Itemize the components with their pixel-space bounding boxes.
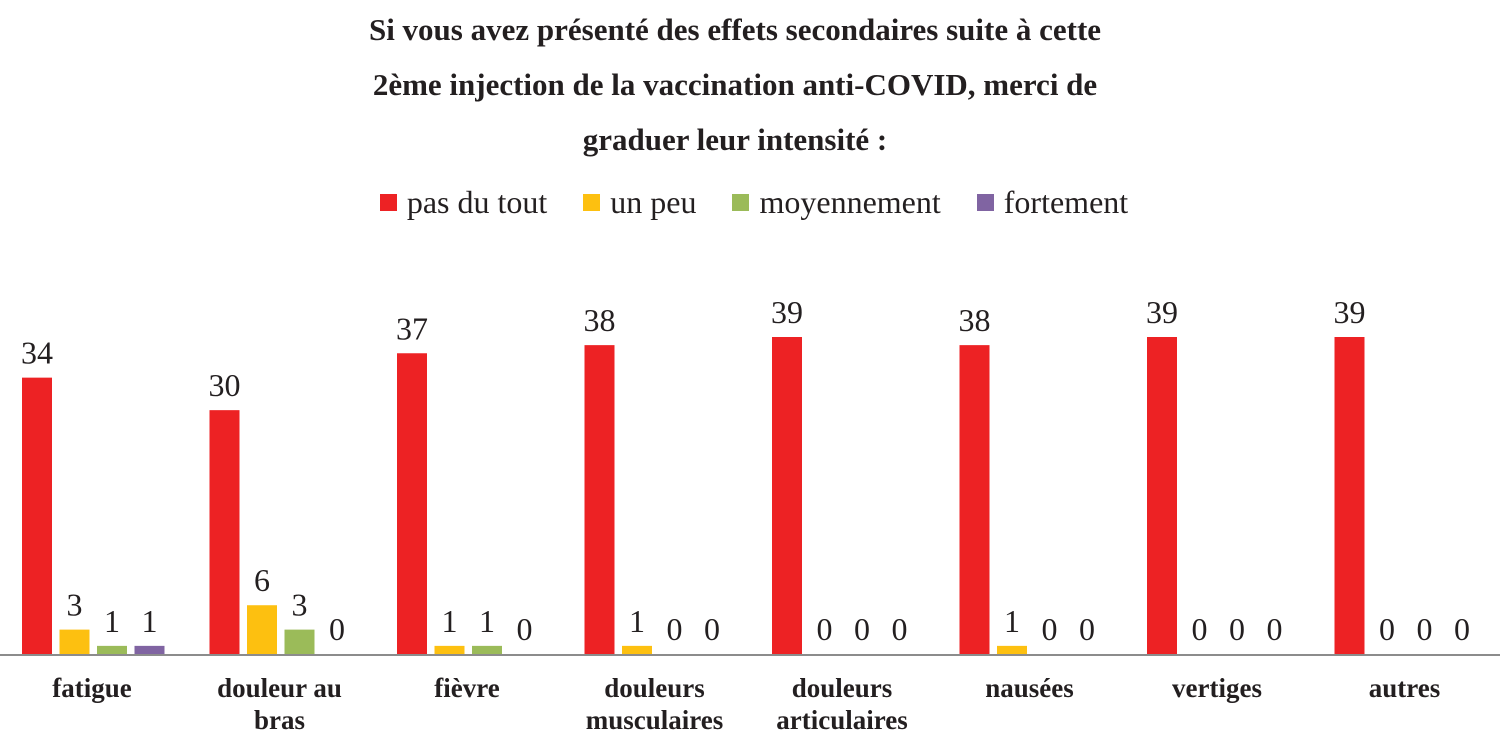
legend-entry-un-peu: un peu (583, 184, 696, 221)
data-label: 34 (21, 335, 53, 371)
data-label: 38 (959, 302, 991, 338)
data-label: 1 (142, 603, 158, 639)
bar-3-3 (472, 645, 502, 654)
bar-1-4 (584, 345, 615, 654)
data-label: 38 (584, 302, 616, 338)
bar-1-6 (959, 345, 990, 654)
data-label: 1 (479, 603, 495, 639)
data-label: 0 (1379, 611, 1395, 647)
legend-entry-moyennement: moyennement (732, 183, 941, 221)
data-label: 0 (704, 611, 720, 647)
bar-2-2 (247, 605, 277, 654)
bar-1-5 (772, 337, 802, 654)
data-label: 3 (292, 587, 308, 623)
data-label: 30 (209, 367, 241, 403)
legend-label: pas du tout (406, 183, 548, 220)
legend-swatch (976, 193, 994, 211)
data-label: 39 (771, 294, 803, 330)
bar-2-4 (622, 645, 652, 654)
data-label: 39 (1334, 294, 1366, 330)
chart-title-line: Si vous avez présenté des effets seconda… (368, 12, 1102, 47)
x-tick-label: vertiges (1172, 673, 1262, 703)
x-tick-label: fièvre (434, 673, 499, 703)
data-label: 0 (1192, 611, 1208, 647)
x-tick-label: douleurs articulaires (776, 673, 907, 735)
x-tick-label: fatigue (52, 673, 132, 703)
legend-label: moyennement (759, 183, 941, 220)
data-label: 0 (1454, 611, 1470, 647)
bar-1-7 (1147, 337, 1177, 654)
bar-1-2 (209, 410, 240, 654)
x-tick-label: douleurs musculaires (586, 673, 724, 735)
data-label: 0 (667, 611, 683, 647)
data-label: 0 (892, 611, 908, 647)
bar-3-1 (97, 645, 127, 654)
chart-title-line: 2ème injection de la vaccination anti-CO… (372, 67, 1098, 102)
data-label: 0 (517, 611, 533, 647)
chart-title: Si vous avez présenté des effets seconda… (0, 2, 1470, 167)
data-label: 0 (1042, 611, 1058, 647)
legend-swatch (732, 193, 750, 211)
data-label: 0 (1079, 611, 1095, 647)
x-tick-label: douleur au bras (217, 673, 342, 735)
bar-3-2 (284, 629, 315, 654)
bar-1-3 (397, 353, 427, 654)
data-label: 1 (629, 603, 645, 639)
data-label: 0 (1229, 611, 1245, 647)
data-label: 37 (396, 310, 428, 346)
data-label: 1 (1004, 603, 1020, 639)
bar-2-6 (997, 645, 1027, 654)
legend-swatch (583, 193, 601, 211)
data-label: 0 (854, 611, 870, 647)
legend-label: fortement (1003, 183, 1129, 220)
bar-2-1 (59, 629, 90, 654)
bar-1-1 (22, 377, 52, 654)
data-label: 3 (67, 587, 83, 623)
data-label: 0 (329, 611, 345, 647)
data-label: 6 (254, 562, 270, 598)
data-label: 1 (442, 603, 458, 639)
legend-swatch (379, 193, 397, 211)
bar-2-3 (434, 645, 465, 654)
data-label: 0 (1267, 611, 1283, 647)
data-label: 1 (104, 603, 120, 639)
legend-entry-fortement: fortement (976, 183, 1129, 221)
bar-4-1 (134, 645, 165, 654)
legend: pas du tout un peu moyennement fortement (0, 180, 1500, 224)
x-tick-label: autres (1369, 673, 1441, 703)
chart-title-line: graduer leur intensité : (582, 122, 888, 157)
legend-entry-pas-du-tout: pas du tout (379, 183, 548, 221)
x-tick-label: nausées (985, 673, 1074, 703)
legend-label: un peu (610, 183, 697, 220)
data-label: 39 (1146, 294, 1178, 330)
data-label: 0 (1417, 611, 1433, 647)
bar-1-8 (1334, 337, 1365, 654)
data-label: 0 (817, 611, 833, 647)
